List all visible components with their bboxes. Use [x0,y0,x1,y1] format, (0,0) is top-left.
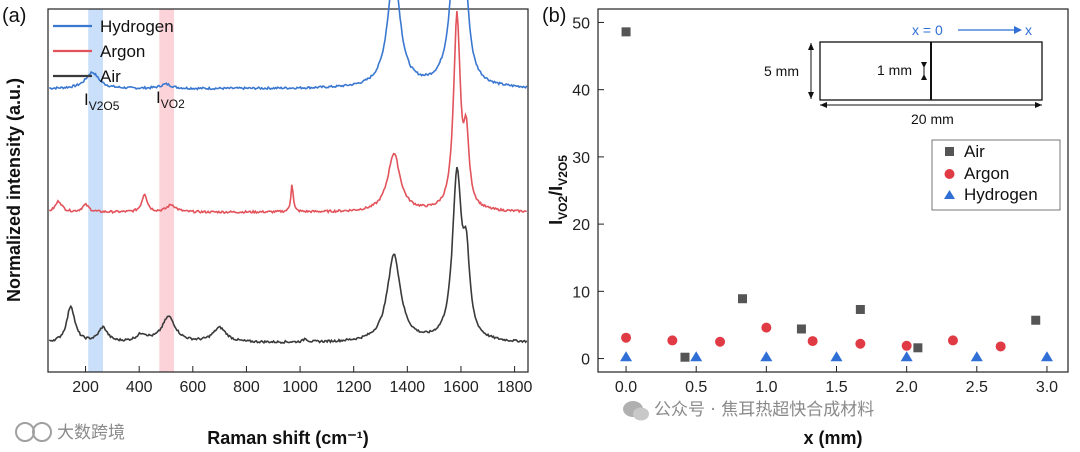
y-tick-label: 0 [581,352,590,369]
data-point-air [855,304,865,314]
legend-label-air: Air [100,67,121,86]
data-point-argon [715,336,726,347]
inset-width-label: 20 mm [911,111,954,127]
panel-a-legend: Hydrogen Argon Air [53,17,174,86]
y-tick-label: 20 [572,217,590,234]
inset-height-arrow-top [808,43,814,50]
data-point-air [621,27,631,37]
panel-b-label: (b) [542,5,566,27]
wechat-icon [623,401,649,421]
x-tick-label: 1400 [390,379,426,396]
x-tick-label: 2.0 [896,379,918,396]
x-tick-label: 1600 [443,379,479,396]
highlight-band-v2o5 [88,9,103,372]
inset-schematic: x = 0 x 5 mm 1 mm 20 mm [764,22,1043,127]
spectrum-line-air [48,166,528,345]
highlight-bands [88,9,175,372]
panel-b-ticks: 0.0 0.5 1.0 1.5 2.0 2.5 3.0 0 10 20 30 40 50 [572,15,1058,396]
panel-a-x-ticks: 200 400 600 800 1000 1200 1400 1600 1800 [72,366,532,396]
legend-label-hydrogen-b: Hydrogen [964,185,1038,204]
spectrum-line-argon [48,11,527,215]
legend-marker-hydrogen [944,190,955,199]
panel-a-frame [47,8,529,373]
data-point-argon [807,336,818,347]
legend-label-argon-b: Argon [964,164,1009,183]
scatter-points [620,27,1053,362]
watermark-right: 公众号 · 焦耳热超快合成材料 [654,400,874,420]
inset-origin-label: x = 0 [912,22,943,38]
watermark-left: 大数跨境 [57,423,125,443]
inset-arrow-head [1014,26,1022,34]
inset-gap-arrow-top [921,62,927,68]
panel-b-frame [597,8,1069,373]
legend-marker-air [945,147,954,156]
inset-gap-label: 1 mm [877,62,912,78]
y-tick-label: 50 [572,15,590,32]
legend-label-air-b: Air [964,142,985,161]
x-tick-label: 2.5 [966,379,988,396]
x-tick-label: 0.0 [615,379,637,396]
inset-width-arrow-left [820,102,827,108]
data-point-air [680,352,690,362]
panel-a-label: (a) [2,5,26,27]
data-point-hydrogen [830,351,843,362]
inset-width-arrow-right [1035,102,1042,108]
x-tick-label: 1000 [282,379,318,396]
data-point-argon [995,341,1006,352]
data-point-air [1031,315,1041,325]
data-point-hydrogen [900,351,913,362]
x-tick-label: 1.0 [755,379,777,396]
panel-b-x-axis-label: x (mm) [803,428,862,448]
inset-gap-arrow-bottom [921,74,927,80]
spectrum-line-hydrogen [49,0,528,91]
data-point-argon [761,322,772,333]
watermark-logo-left [15,422,52,442]
data-point-air [913,343,923,353]
x-tick-label: 800 [233,379,260,396]
inset-height-arrow-bottom [808,92,814,99]
data-point-argon [855,338,866,349]
band-label-v2o5: IV2O5 [84,90,120,113]
data-point-air [796,324,806,334]
data-point-hydrogen [760,351,773,362]
spectra [48,0,528,345]
panel-a-x-axis-label: Raman shift (cm⁻¹) [207,428,369,448]
data-point-hydrogen [970,351,983,362]
data-point-argon [667,335,678,346]
data-point-argon [621,332,632,343]
x-tick-label: 1800 [497,379,533,396]
x-tick-label: 600 [179,379,206,396]
data-point-hydrogen [1040,351,1053,362]
x-tick-label: 1.5 [825,379,847,396]
inset-height-label: 5 mm [764,63,799,79]
data-point-argon [901,340,912,351]
highlight-band-vo2 [159,9,175,372]
legend-label-hydrogen: Hydrogen [100,17,174,36]
y-tick-label: 40 [572,83,590,100]
panel-a-y-axis-label: Normalized intensity (a.u.) [4,78,24,302]
band-label-vo2: IVO2 [156,88,185,111]
x-tick-label: 0.5 [685,379,707,396]
legend-marker-argon [944,169,955,179]
y-tick-label: 30 [572,150,590,167]
legend-label-argon: Argon [100,42,145,61]
x-tick-label: 3.0 [1036,379,1058,396]
y-tick-label: 10 [572,284,590,301]
panel-b-legend: Air Argon Hydrogen [931,139,1061,211]
data-point-hydrogen [620,351,633,362]
panel-b-y-axis-label: IVO2/IV2O5 [546,155,570,225]
x-tick-label: 1200 [336,379,372,396]
data-point-argon [947,335,958,346]
data-point-air [738,294,748,304]
inset-x-label: x [1025,22,1032,38]
x-tick-label: 400 [126,379,153,396]
x-tick-label: 200 [72,379,99,396]
data-point-hydrogen [690,351,703,362]
